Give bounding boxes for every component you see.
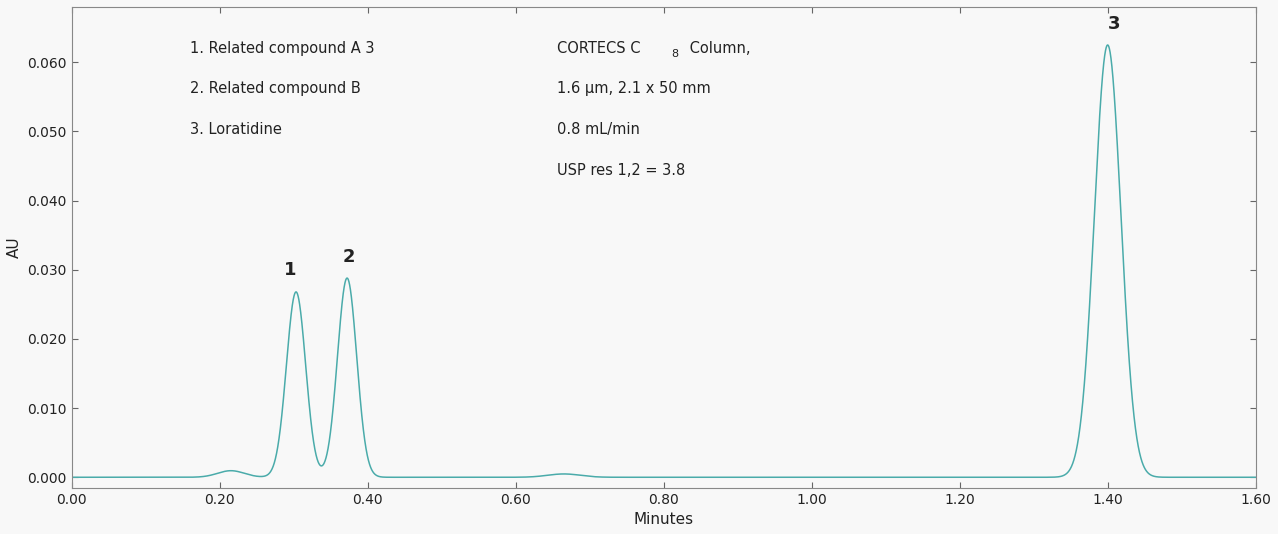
Text: 1: 1: [284, 262, 296, 279]
Text: Column,: Column,: [685, 41, 750, 56]
Text: 3: 3: [1107, 14, 1120, 33]
X-axis label: Minutes: Minutes: [634, 512, 694, 527]
Y-axis label: AU: AU: [6, 237, 22, 258]
Text: 0.8 mL/min: 0.8 mL/min: [557, 122, 640, 137]
Text: 8: 8: [671, 49, 677, 59]
Text: CORTECS C: CORTECS C: [557, 41, 640, 56]
Text: 2. Related compound B: 2. Related compound B: [190, 82, 360, 97]
Text: 1.6 μm, 2.1 x 50 mm: 1.6 μm, 2.1 x 50 mm: [557, 82, 711, 97]
Text: USP res 1,2 = 3.8: USP res 1,2 = 3.8: [557, 163, 685, 178]
Text: 2: 2: [343, 248, 355, 265]
Text: 1. Related compound A 3: 1. Related compound A 3: [190, 41, 374, 56]
Text: 3. Loratidine: 3. Loratidine: [190, 122, 282, 137]
